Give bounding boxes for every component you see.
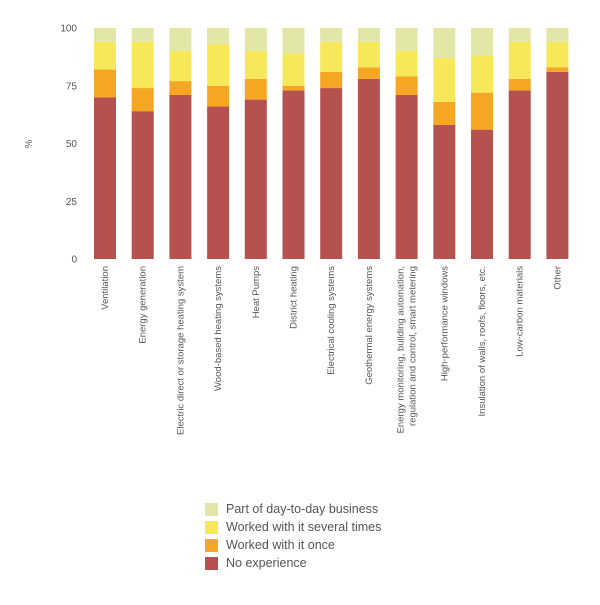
bar-segment — [244, 51, 267, 79]
x-tick-label: Geothermal energy systems — [364, 266, 375, 385]
x-tick-label: Insulation of walls, roofs, floors, etc. — [477, 266, 488, 416]
bar-segment — [546, 67, 569, 72]
x-tick-label: Wood-based heating systems — [213, 266, 224, 391]
bar-segment — [433, 28, 456, 59]
bar-segment — [207, 106, 230, 259]
x-tick-label: Low-carbon materials — [515, 266, 526, 357]
y-axis-title: % — [24, 139, 35, 148]
x-tick-label: Other — [552, 266, 563, 290]
bar-segment — [169, 28, 192, 52]
bar-segment — [357, 28, 380, 42]
x-tick-label: Energy generation — [138, 266, 149, 344]
bar-segment — [320, 28, 343, 42]
x-tick-label: Energy monitoring, building automation,r… — [396, 266, 419, 433]
legend-label: Worked with it once — [226, 538, 335, 552]
x-tick-label: Electric direct or storage heating syste… — [175, 266, 186, 435]
bar-segment — [244, 99, 267, 259]
bar-segment — [169, 94, 192, 260]
x-tick-label: Heat Pumps — [251, 266, 262, 319]
legend-item: No experience — [205, 554, 381, 572]
bar-segment — [395, 94, 418, 260]
bar-segment — [282, 85, 305, 91]
bar-segment — [244, 78, 267, 100]
bar-segment — [546, 71, 569, 259]
bar-segment — [282, 28, 305, 54]
y-tick-label: 50 — [66, 139, 78, 150]
y-tick-label: 100 — [60, 24, 77, 35]
legend-swatch — [205, 502, 218, 516]
y-tick-label: 0 — [71, 255, 77, 266]
legend-swatch — [205, 520, 218, 534]
x-tick-label: High-performance windows — [439, 266, 450, 381]
bar-segment — [395, 76, 418, 95]
bar-segment — [207, 44, 230, 86]
bar-segment — [508, 41, 531, 79]
bar-segment — [357, 41, 380, 68]
legend-swatch — [205, 538, 218, 552]
bar-segment — [320, 71, 343, 89]
x-tick-label: Ventilation — [100, 266, 111, 310]
bar-segment — [94, 41, 116, 70]
bar-segment — [169, 51, 192, 82]
legend-item: Worked with it several times — [205, 518, 381, 536]
bar-segment — [395, 28, 418, 52]
bar-segment — [471, 92, 493, 130]
bar-segment — [131, 41, 154, 89]
bar-segment — [131, 88, 154, 112]
x-tick-label: Electrical cooling systems — [326, 266, 337, 375]
bar-segment — [508, 78, 531, 91]
y-tick-label: 75 — [66, 81, 78, 92]
bar-segment — [546, 28, 569, 42]
bar-segment — [94, 69, 116, 98]
legend-label: Part of day-to-day business — [226, 502, 379, 516]
bar-segment — [471, 55, 493, 93]
bar-segment — [282, 90, 305, 260]
bar-segment — [471, 129, 493, 259]
bar-segment — [433, 125, 456, 260]
bar-segment — [357, 78, 380, 259]
bar-segment — [94, 97, 116, 259]
bar-segment — [433, 58, 456, 102]
bar-segment — [395, 51, 418, 77]
bar-segment — [282, 53, 305, 86]
chart-legend: Part of day-to-day business Worked with i… — [205, 500, 381, 572]
bar-segment — [320, 88, 343, 259]
bar-segment — [207, 85, 230, 107]
bar-segment — [320, 41, 343, 72]
bar-segment — [357, 67, 380, 79]
x-tick-label: District heating — [289, 266, 300, 329]
legend-label: No experience — [226, 556, 307, 570]
bar-segment — [244, 28, 267, 52]
bar-segment — [471, 28, 493, 56]
bar-segment — [546, 41, 569, 68]
y-tick-label: 25 — [66, 197, 78, 208]
bar-segment — [131, 28, 154, 42]
bar-segment — [94, 28, 116, 42]
legend-item: Part of day-to-day business — [205, 500, 381, 518]
legend-swatch — [205, 556, 218, 570]
bar-segment — [508, 28, 531, 42]
bar-segment — [169, 81, 192, 95]
legend-label: Worked with it several times — [226, 520, 382, 534]
bar-segment — [131, 111, 154, 259]
bar-segment — [433, 101, 456, 126]
bar-segment — [508, 90, 531, 260]
bar-segment — [207, 28, 230, 45]
legend-item: Worked with it once — [205, 536, 381, 554]
